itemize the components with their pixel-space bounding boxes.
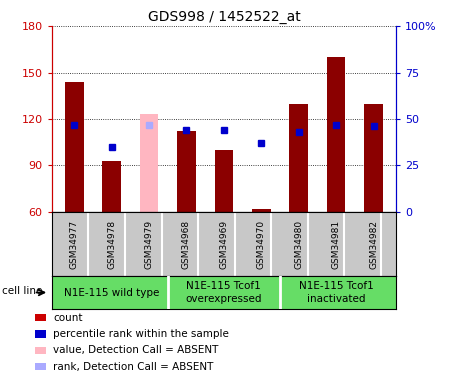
Text: GSM34979: GSM34979: [144, 219, 153, 268]
Bar: [177, 132, 196, 212]
Text: GSM34982: GSM34982: [369, 219, 378, 268]
Bar: [364, 104, 383, 212]
Bar: [327, 57, 346, 212]
Bar: [35, 330, 46, 338]
Bar: [215, 150, 233, 212]
Text: N1E-115 Tcof1
overexpressed: N1E-115 Tcof1 overexpressed: [185, 281, 262, 304]
Text: percentile rank within the sample: percentile rank within the sample: [53, 329, 229, 339]
Text: GSM34981: GSM34981: [332, 219, 341, 268]
Text: GSM34980: GSM34980: [294, 219, 303, 268]
Bar: [35, 363, 46, 370]
Text: cell line: cell line: [2, 286, 43, 296]
Text: N1E-115 wild type: N1E-115 wild type: [64, 288, 159, 297]
Bar: [289, 104, 308, 212]
Text: count: count: [53, 313, 83, 322]
Bar: [35, 347, 46, 354]
Text: GSM34968: GSM34968: [182, 219, 191, 268]
Text: GSM34969: GSM34969: [220, 219, 228, 268]
Bar: [35, 314, 46, 321]
Bar: [252, 209, 270, 212]
Text: GSM34978: GSM34978: [107, 219, 116, 268]
Bar: [102, 161, 121, 212]
Text: GSM34977: GSM34977: [70, 219, 79, 268]
Text: GSM34970: GSM34970: [257, 219, 266, 268]
Bar: [140, 114, 158, 212]
Text: rank, Detection Call = ABSENT: rank, Detection Call = ABSENT: [53, 362, 213, 372]
Title: GDS998 / 1452522_at: GDS998 / 1452522_at: [148, 10, 300, 24]
Text: N1E-115 Tcof1
inactivated: N1E-115 Tcof1 inactivated: [299, 281, 374, 304]
Bar: [65, 82, 84, 212]
Text: value, Detection Call = ABSENT: value, Detection Call = ABSENT: [53, 345, 218, 355]
